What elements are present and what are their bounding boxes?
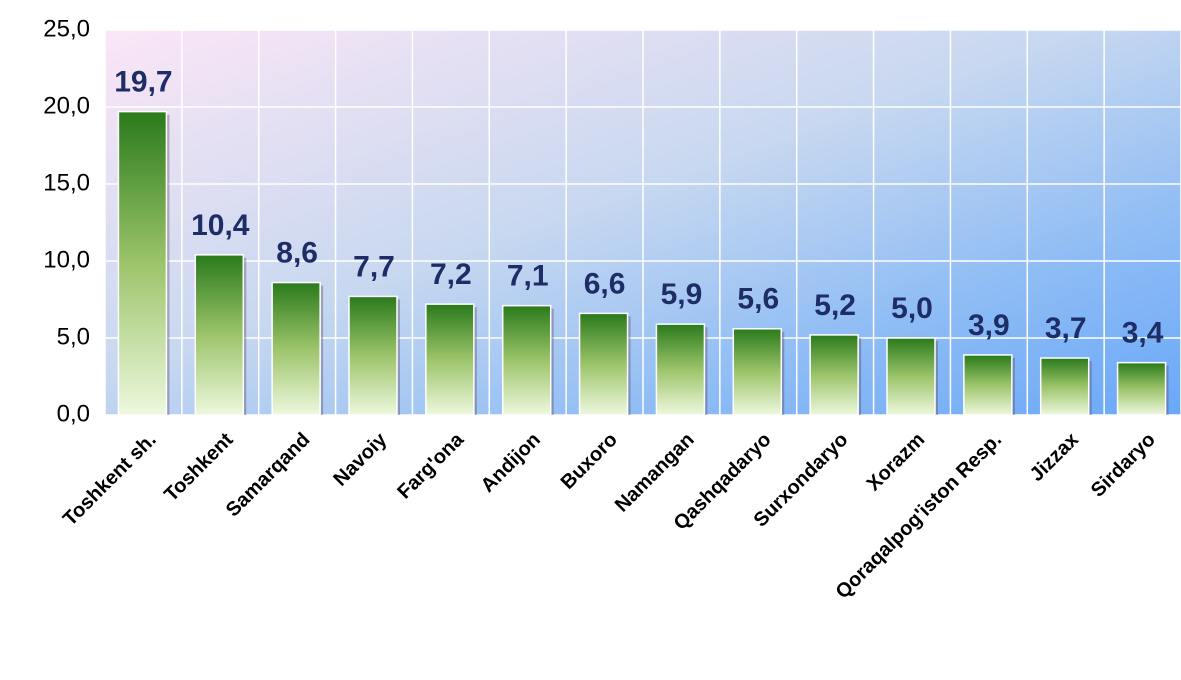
y-tick-label: 15,0 xyxy=(43,169,90,196)
bar xyxy=(809,334,859,416)
data-label: 19,7 xyxy=(114,66,172,99)
x-tick-label: Qoraqalpog'iston Resp. xyxy=(832,429,1007,604)
x-tick-label: Sirdaryo xyxy=(1087,429,1160,502)
y-tick-label: 25,0 xyxy=(43,15,90,42)
x-tick-label: Farg'ona xyxy=(393,428,468,503)
bar xyxy=(425,303,475,416)
y-tick-label: 5,0 xyxy=(57,323,90,350)
data-label: 5,2 xyxy=(814,289,856,322)
x-tick-label: Andijon xyxy=(477,429,545,497)
bar xyxy=(194,254,245,416)
data-label: 3,9 xyxy=(968,309,1010,342)
data-label: 5,0 xyxy=(891,292,933,325)
y-tick-label: 10,0 xyxy=(43,246,90,273)
bar xyxy=(1116,361,1167,416)
bar xyxy=(963,354,1013,416)
bar xyxy=(578,312,629,416)
data-label: 10,4 xyxy=(191,209,250,242)
data-label: 5,9 xyxy=(661,278,703,311)
bar xyxy=(117,110,168,416)
bar xyxy=(886,337,936,416)
y-tick-label: 0,0 xyxy=(57,400,90,427)
bar xyxy=(501,304,552,416)
bar xyxy=(348,295,398,416)
data-label: 8,6 xyxy=(276,236,318,269)
x-tick-label: Toshkent sh. xyxy=(59,429,161,531)
x-tick-label: Toshkent xyxy=(160,428,238,506)
x-tick-label: Jizzax xyxy=(1026,429,1083,486)
bar xyxy=(271,281,321,416)
data-label: 5,6 xyxy=(737,283,779,316)
x-tick-label: Buxoro xyxy=(557,429,622,494)
data-label: 3,4 xyxy=(1122,317,1164,350)
x-tick-label: Navoiy xyxy=(329,428,392,491)
data-label: 6,6 xyxy=(584,267,626,300)
data-label: 3,7 xyxy=(1045,312,1087,345)
bar xyxy=(732,328,783,416)
data-label: 7,1 xyxy=(507,260,549,293)
bar xyxy=(1039,357,1090,416)
y-tick-label: 20,0 xyxy=(43,92,90,119)
data-label: 7,7 xyxy=(353,250,395,283)
bar xyxy=(655,323,706,416)
x-tick-label: Xorazm xyxy=(863,429,930,496)
data-label: 7,2 xyxy=(430,258,472,291)
